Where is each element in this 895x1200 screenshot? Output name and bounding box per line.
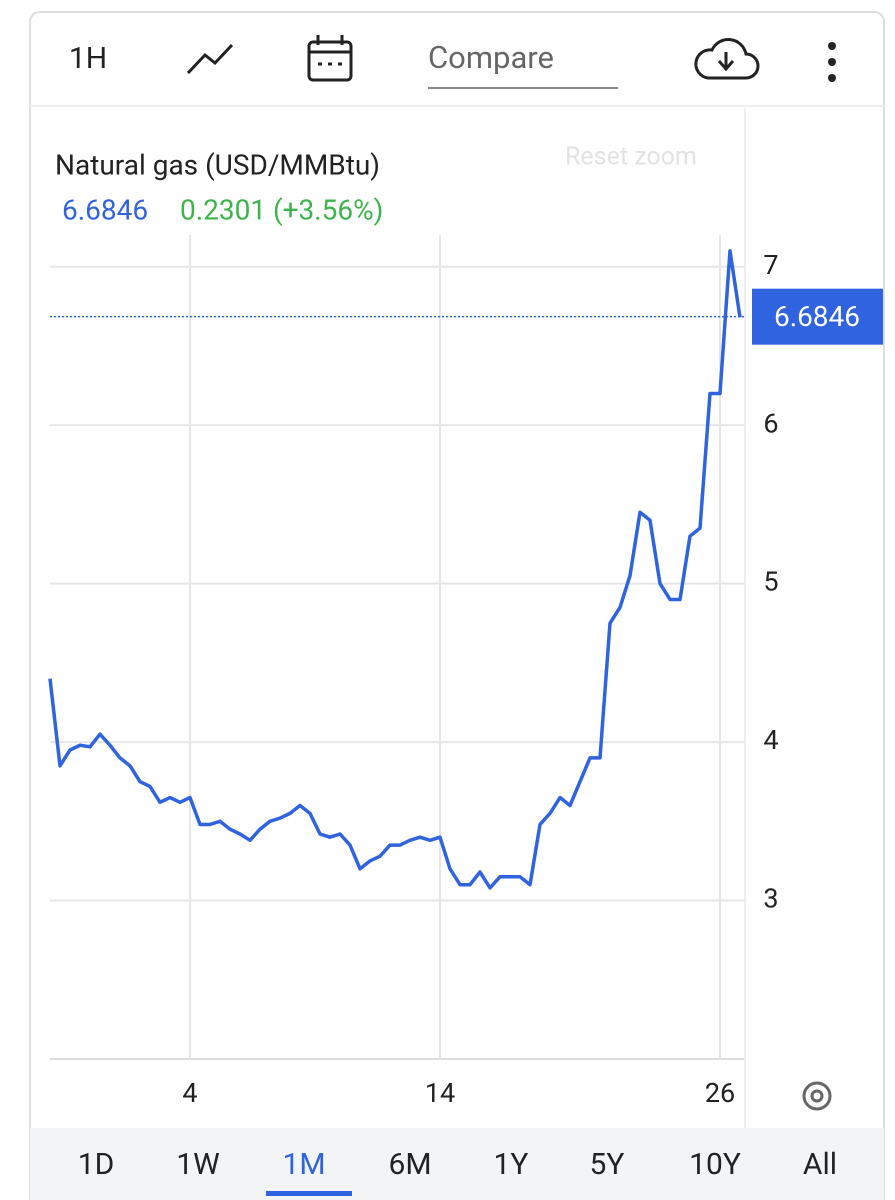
reset-zoom[interactable]: Reset zoom — [565, 143, 697, 172]
range-tab[interactable]: 5Y — [590, 1147, 625, 1182]
compare-input[interactable]: Compare — [428, 39, 554, 76]
y-tick-label: 7 — [763, 249, 778, 281]
download-icon[interactable] — [694, 38, 760, 80]
range-tab[interactable]: 1W — [176, 1147, 219, 1182]
price-line — [48, 249, 742, 890]
range-tab[interactable]: 10Y — [689, 1147, 741, 1182]
interval-button[interactable]: 1H — [69, 41, 107, 76]
last-price: 6.6846 — [62, 193, 148, 226]
y-tick-label: 5 — [763, 566, 778, 598]
price-tag — [752, 288, 883, 345]
calendar-icon[interactable] — [307, 35, 353, 82]
x-tick-label: 4 — [182, 1077, 197, 1109]
range-tab[interactable]: 6M — [388, 1147, 431, 1182]
y-tick-label: 6 — [763, 407, 778, 439]
range-bar — [30, 1128, 884, 1200]
more-menu[interactable] — [828, 42, 836, 82]
y-tick-label: 4 — [763, 724, 778, 756]
tab-underline — [266, 1191, 352, 1196]
price-change: 0.2301 (+3.56%) — [180, 193, 383, 226]
range-tab[interactable]: 1D — [78, 1147, 115, 1182]
chart-title: Natural gas (USD/MMBtu) — [55, 148, 380, 181]
range-tab[interactable]: 1M — [282, 1147, 325, 1182]
y-tick-label: 3 — [763, 883, 778, 915]
card — [29, 11, 885, 1200]
chart-type-icon[interactable] — [186, 43, 234, 75]
x-tick-label: 26 — [705, 1077, 735, 1109]
price-tag-label: 6.6846 — [774, 300, 860, 333]
range-tab[interactable]: All — [803, 1147, 837, 1182]
x-tick-label: 14 — [425, 1077, 455, 1109]
settings-icon[interactable] — [802, 1081, 832, 1111]
range-tab[interactable]: 1Y — [494, 1147, 529, 1182]
